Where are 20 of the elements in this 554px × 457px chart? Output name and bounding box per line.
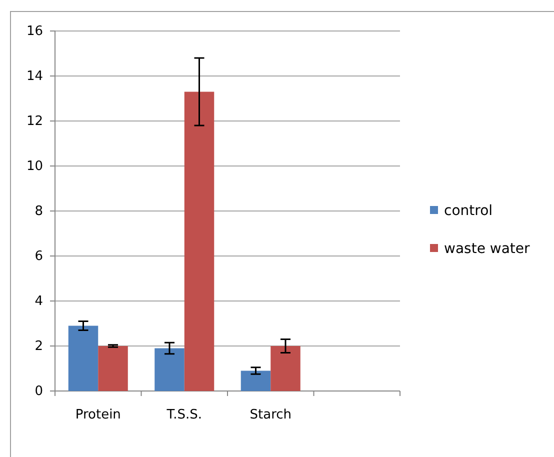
y-tick-label: 14	[26, 69, 43, 84]
y-tick-label: 12	[26, 114, 43, 130]
legend-label: waste water	[444, 240, 530, 257]
legend-label: control	[444, 202, 493, 219]
bar	[240, 370, 271, 391]
bar	[184, 92, 214, 391]
x-tick-label: Protein	[75, 408, 121, 423]
y-tick-label: 0	[34, 384, 43, 400]
x-tick-label: Starch	[250, 408, 292, 423]
bar	[68, 326, 98, 391]
y-tick-label: 6	[34, 249, 43, 264]
x-tick-label: T.S.S.	[166, 408, 202, 423]
bar	[154, 348, 184, 391]
y-tick-label: 16	[26, 24, 43, 40]
bar	[98, 346, 128, 391]
y-tick-label: 8	[34, 204, 43, 220]
y-tick-label: 2	[34, 339, 43, 354]
y-tick-label: 10	[26, 159, 43, 174]
bar	[270, 346, 300, 391]
y-tick-label: 4	[34, 294, 43, 310]
